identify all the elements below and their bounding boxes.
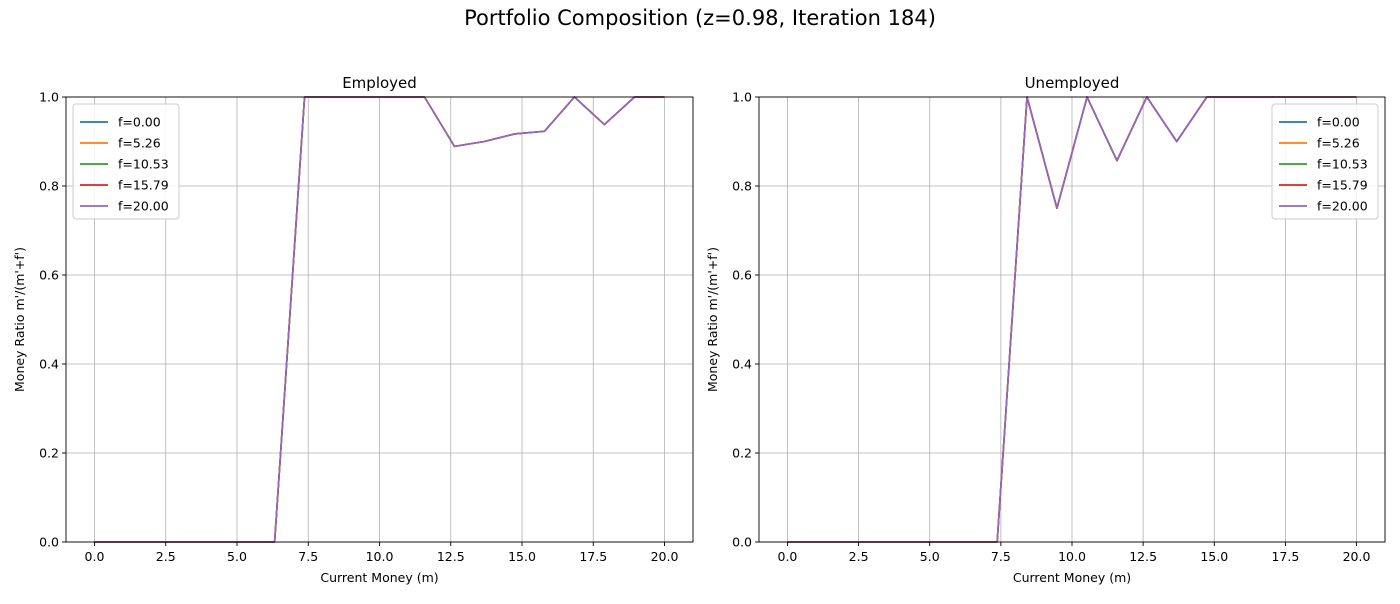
legend-label: f=5.26 [1317, 136, 1360, 151]
x-tick-label: 5.0 [920, 549, 940, 564]
legend-label: f=15.79 [118, 178, 169, 193]
x-tick-label: 0.0 [778, 549, 798, 564]
legend-box [72, 103, 180, 220]
y-tick-label: 1.0 [39, 90, 59, 105]
y-tick-label: 0.8 [732, 179, 752, 194]
axes-title: Unemployed [1025, 74, 1120, 92]
legend-box [1271, 103, 1379, 220]
x-tick-label: 15.0 [1200, 549, 1228, 564]
legend-label: f=5.26 [118, 136, 161, 151]
y-tick-label: 0.8 [39, 179, 59, 194]
figure-title: Portfolio Composition (z=0.98, Iteration… [464, 6, 936, 30]
x-tick-label: 7.5 [991, 549, 1011, 564]
legend: f=0.00 f=5.26 f=10.53 f=15.79 f=20.00 [72, 103, 180, 220]
x-axis-label: Current Money (m) [320, 570, 438, 585]
x-axis-label: Current Money (m) [1013, 570, 1131, 585]
y-tick-label: 0.4 [39, 357, 59, 372]
x-tick-label: 12.5 [437, 549, 465, 564]
x-tick-label: 5.0 [227, 549, 247, 564]
legend-label: f=0.00 [1317, 115, 1360, 130]
x-tick-label: 20.0 [651, 549, 679, 564]
legend-label: f=10.53 [1317, 157, 1368, 172]
x-tick-label: 10.0 [1058, 549, 1086, 564]
axes-title: Employed [342, 74, 417, 92]
legend-label: f=20.00 [1317, 199, 1368, 214]
y-axis-label: Money Ratio m'/(m'+f') [705, 247, 720, 392]
legend-label: f=15.79 [1317, 178, 1368, 193]
x-tick-label: 2.5 [156, 549, 176, 564]
y-tick-label: 0.2 [732, 446, 752, 461]
chart-panel-employed: 0.0 2.5 5.0 7.5 10.0 12.5 15.0 17.5 20.0 0.0 0.2 0.… [12, 74, 694, 585]
x-tick-label: 17.5 [1271, 549, 1299, 564]
legend-label: f=0.00 [118, 115, 161, 130]
y-tick-label: 1.0 [732, 90, 752, 105]
x-tick-label: 12.5 [1129, 549, 1157, 564]
chart-panel-unemployed: 0.0 2.5 5.0 7.5 10.0 12.5 15.0 17.5 20.0 0.0 0.2 0.… [705, 74, 1386, 585]
y-tick-label: 0.6 [39, 268, 59, 283]
legend: f=0.00 f=5.26 f=10.53 f=15.79 f=20.00 [1271, 103, 1379, 220]
legend-label: f=20.00 [118, 199, 169, 214]
x-tick-label: 2.5 [849, 549, 869, 564]
y-tick-label: 0.0 [732, 535, 752, 550]
x-tick-label: 20.0 [1343, 549, 1371, 564]
y-axis-label: Money Ratio m'/(m'+f') [12, 247, 27, 392]
y-tick-label: 0.2 [39, 446, 59, 461]
y-tick-label: 0.0 [39, 535, 59, 550]
x-tick-label: 10.0 [366, 549, 394, 564]
x-tick-label: 15.0 [508, 549, 536, 564]
x-tick-label: 7.5 [298, 549, 318, 564]
x-tick-label: 17.5 [579, 549, 607, 564]
y-tick-label: 0.4 [732, 357, 752, 372]
x-tick-label: 0.0 [85, 549, 105, 564]
y-tick-label: 0.6 [732, 268, 752, 283]
legend-label: f=10.53 [118, 157, 169, 172]
